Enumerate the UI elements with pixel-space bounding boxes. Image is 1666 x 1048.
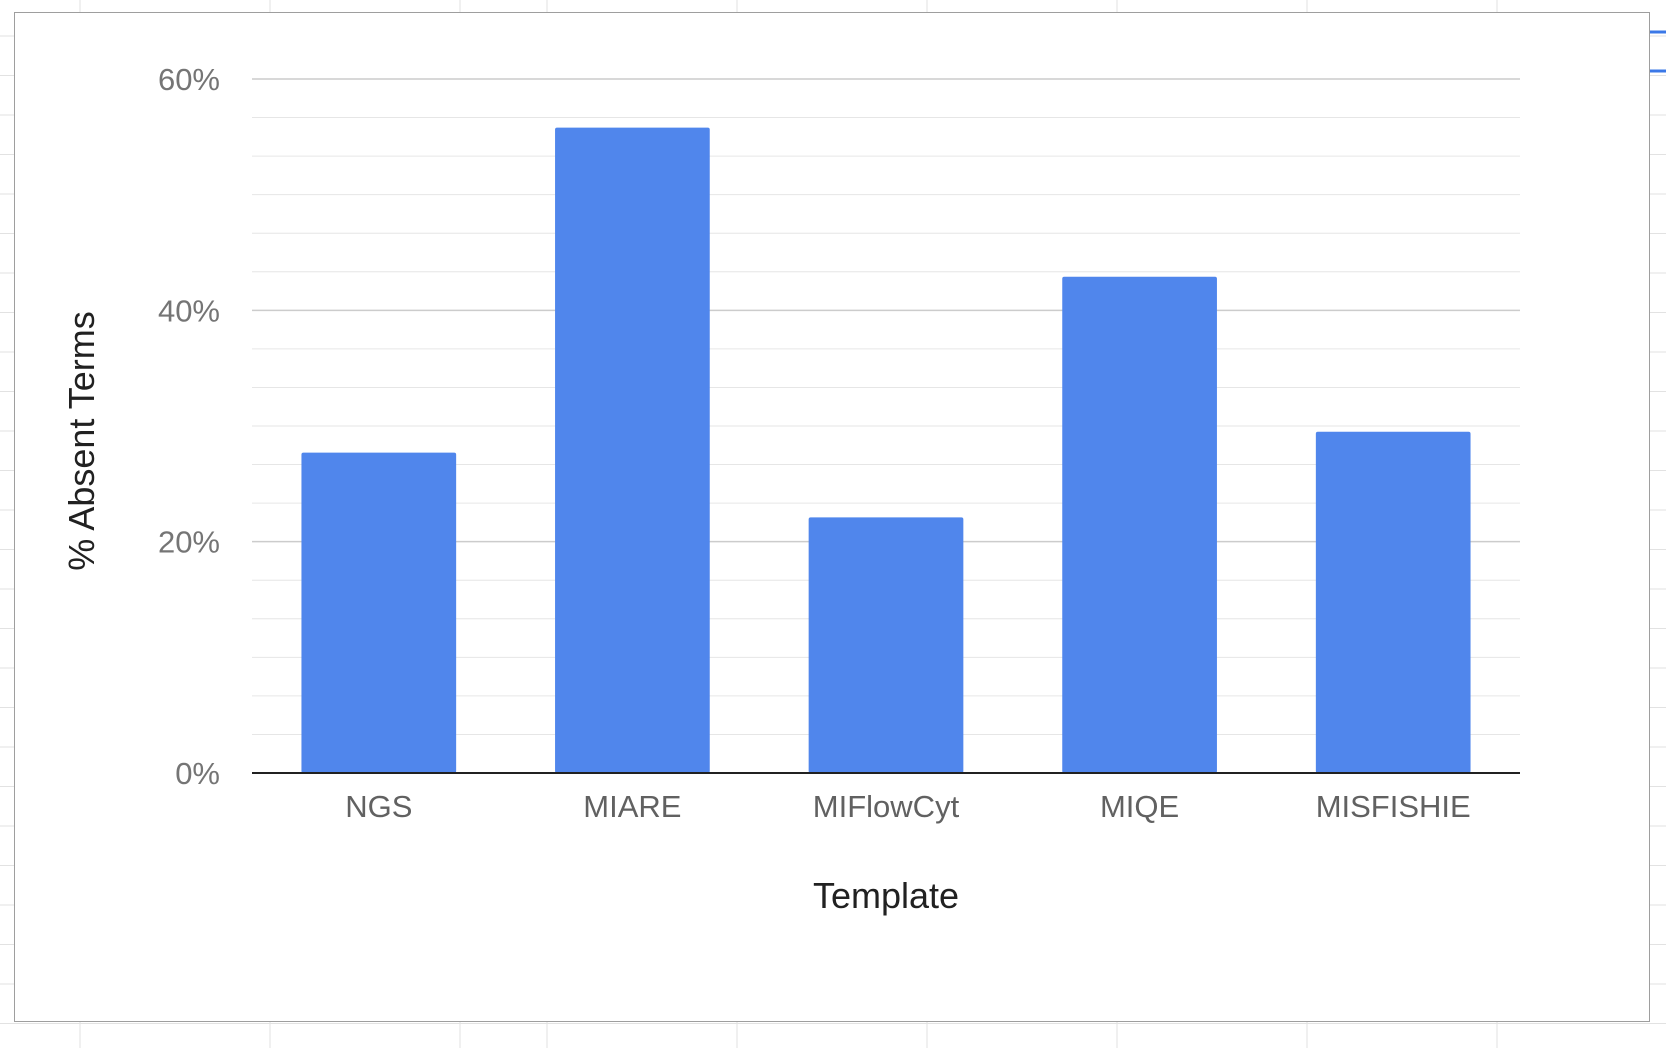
bar-ngs[interactable] — [301, 452, 457, 773]
bar-miflowcyt[interactable] — [808, 517, 964, 773]
x-category-label: MIQE — [1100, 789, 1179, 824]
bars — [301, 127, 1471, 773]
y-tick-label: 40% — [158, 293, 220, 328]
gridlines — [252, 78, 1520, 735]
y-tick-label: 20% — [158, 525, 220, 560]
y-tick-label: 0% — [175, 756, 220, 791]
y-tick-labels: 0% 20% 40% 60% — [158, 62, 220, 791]
x-category-label: MISFISHIE — [1316, 789, 1471, 824]
y-axis-title: % Absent Terms — [61, 311, 102, 570]
bar-chart: 0% 20% 40% 60% NGS MIARE MIFlowCyt MIQE MISFISH… — [61, 62, 1520, 916]
x-category-labels: NGS MIARE MIFlowCyt MIQE MISFISHIE — [345, 789, 1471, 824]
chart-container[interactable]: 0% 20% 40% 60% NGS MIARE MIFlowCyt MIQE MISFISH… — [14, 12, 1650, 1022]
x-category-label: NGS — [345, 789, 412, 824]
x-category-label: MIARE — [583, 789, 681, 824]
x-category-label: MIFlowCyt — [813, 789, 960, 824]
x-axis-title: Template — [813, 875, 959, 916]
bar-misfishie[interactable] — [1315, 431, 1471, 773]
bar-miare[interactable] — [555, 127, 710, 773]
y-tick-label: 60% — [158, 62, 220, 97]
bar-miqe[interactable] — [1062, 276, 1217, 773]
